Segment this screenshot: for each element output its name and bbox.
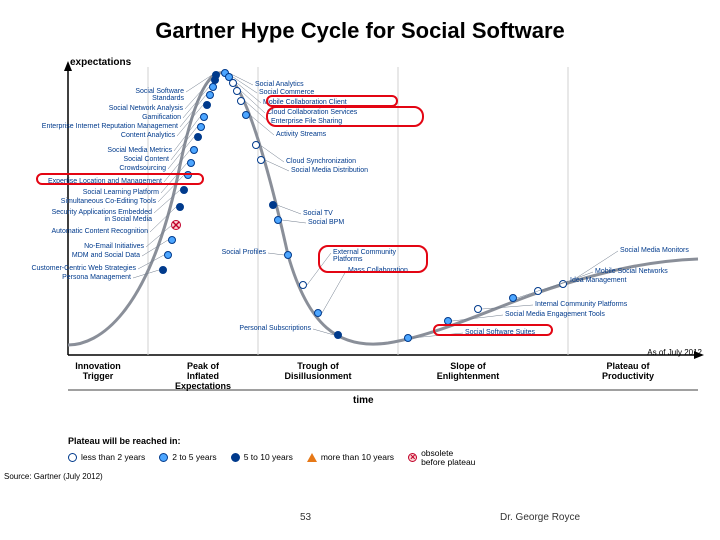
author-label: Dr. George Royce [500,512,580,523]
tech-label: No-Email Initiatives [84,243,144,250]
tech-label: Social Media Metrics [107,147,172,154]
x-axis-label: time [353,395,374,406]
tech-label: Simultaneous Co-Editing Tools [61,198,156,205]
legend-label: less than 2 years [81,453,145,462]
legend-label: 2 to 5 years [172,453,216,462]
phase-label: Slope of Enlightenment [418,362,518,382]
phase-label: Peak ofInflatedExpectations [153,362,253,392]
phase-label: Plateau ofProductivity [578,362,678,382]
tech-label: Social Media Monitors [620,247,689,254]
page-number: 53 [300,512,311,523]
tech-label: Social Learning Platform [83,189,159,196]
tech-label: Automatic Content Recognition [52,228,149,235]
hype-cycle-chart: expectations time As of July 2012 Innova… [8,55,712,425]
tech-label: Gamification [142,114,181,121]
tech-label: Social Content [123,156,169,163]
tech-label: Customer-Centric Web Strategies [31,265,136,272]
tech-label: Security Applications Embeddedin Social … [52,209,152,224]
legend-label: obsoletebefore plateau [421,449,475,466]
page-title: Gartner Hype Cycle for Social Software [0,0,720,44]
legend-label: 5 to 10 years [244,453,293,462]
phase-label: Trough ofDisillusionment [268,362,368,382]
tech-label: Mobile Social Networks [595,268,668,275]
tech-label: Internal Community Platforms [535,301,627,308]
highlight-ring [318,245,428,273]
source-label: Source: Gartner (July 2012) [4,472,103,481]
highlight-ring [266,106,424,127]
tech-label: Enterprise Internet Reputation Managemen… [42,123,178,130]
tech-label: Social Profiles [222,249,266,256]
tech-label: Social Media Distribution [291,167,368,174]
tech-label: Social TV [303,210,333,217]
legend-item: less than 2 years [68,453,145,462]
legend-item: more than 10 years [307,453,394,462]
legend-title: Plateau will be reached in: [68,436,688,446]
highlight-ring [36,173,204,185]
tech-label: Persona Management [62,274,131,281]
y-axis-label: expectations [70,57,131,68]
tech-label: Social Media Engagement Tools [505,311,605,318]
phase-label: InnovationTrigger [48,362,148,382]
highlight-ring [433,324,553,336]
tech-label: Idea Management [570,277,626,284]
tech-label: Social Analytics [255,81,304,88]
legend-item: 2 to 5 years [159,453,216,462]
tech-label: Activity Streams [276,131,326,138]
legend-label: more than 10 years [321,453,394,462]
legend-item: ×obsoletebefore plateau [408,449,475,466]
tech-label: Personal Subscriptions [239,325,311,332]
tech-label: Social Network Analysis [109,105,183,112]
tech-label: Content Analytics [121,132,175,139]
tech-label: Social SoftwareStandards [135,88,184,103]
tech-label: Crowdsourcing [119,165,166,172]
as-of-label: As of July 2012 [647,348,702,357]
legend: Plateau will be reached in: less than 2 … [68,436,688,466]
tech-label: MDM and Social Data [72,252,140,259]
tech-label: Cloud Synchronization [286,158,356,165]
tech-label: Social BPM [308,219,344,226]
legend-item: 5 to 10 years [231,453,293,462]
